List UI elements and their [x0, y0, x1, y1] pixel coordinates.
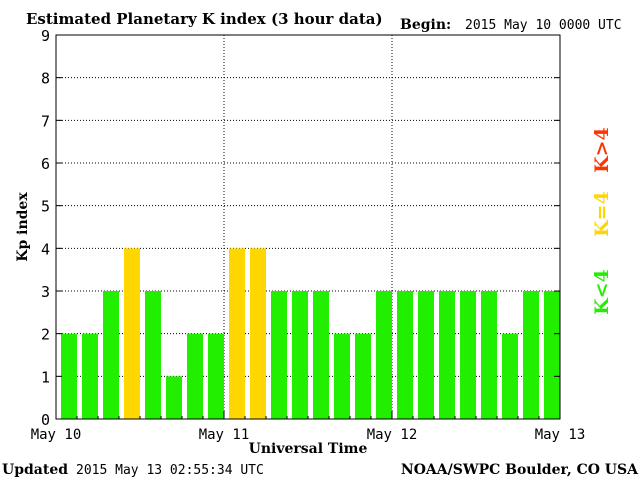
kp-bar — [418, 291, 434, 419]
kp-bar — [334, 333, 350, 419]
kp-bar — [145, 291, 161, 419]
begin-label: Begin: — [400, 17, 451, 33]
kp-bar — [313, 291, 329, 419]
updated-label: Updated — [2, 462, 68, 478]
kp-bar — [208, 333, 224, 419]
legend-k-below-4: K<4 — [591, 269, 613, 315]
kp-bar — [397, 291, 413, 419]
y-tick-label: 5 — [41, 198, 50, 216]
kp-bar — [460, 291, 476, 419]
kp-bar — [292, 291, 308, 419]
y-tick-label: 9 — [41, 27, 50, 45]
source-credit: NOAA/SWPC Boulder, CO USA — [401, 462, 639, 478]
x-tick-label: May 13 — [535, 427, 586, 443]
legend-k-above-4: K>4 — [591, 127, 613, 173]
kp-bar — [355, 333, 371, 419]
kp-bar — [229, 248, 245, 419]
y-tick-label: 1 — [41, 368, 50, 386]
kp-bars — [61, 248, 560, 419]
updated-value: 2015 May 13 02:55:34 UTC — [76, 463, 264, 478]
y-axis-title: Kp index — [15, 192, 31, 262]
kp-bar — [481, 291, 497, 419]
y-tick-label: 0 — [41, 411, 50, 429]
y-tick-label: 4 — [41, 240, 50, 258]
y-tick-label: 2 — [41, 326, 50, 344]
chart-title: Estimated Planetary K index (3 hour data… — [26, 10, 383, 28]
kp-bar — [502, 333, 518, 419]
x-tick-label: May 10 — [31, 427, 82, 443]
kp-bar — [103, 291, 119, 419]
y-axis: 0 1 2 3 4 5 6 7 8 9 — [41, 27, 560, 429]
y-tick-label: 8 — [41, 70, 50, 88]
kp-bar — [250, 248, 266, 419]
kp-bar — [376, 291, 392, 419]
kp-bar — [439, 291, 455, 419]
kp-bar — [187, 333, 203, 419]
kp-bar — [544, 291, 560, 419]
x-tick-label: May 11 — [199, 427, 250, 443]
y-tick-label: 7 — [41, 112, 50, 130]
y-tick-label: 3 — [41, 283, 50, 301]
kp-bar — [82, 333, 98, 419]
x-tick-label: May 12 — [367, 427, 418, 443]
y-tick-label: 6 — [41, 155, 50, 173]
kp-bar — [271, 291, 287, 419]
x-axis-title: Universal Time — [249, 441, 368, 457]
kp-bar — [61, 333, 77, 419]
kp-bar — [166, 376, 182, 419]
kp-bar — [124, 248, 140, 419]
kp-bar — [523, 291, 539, 419]
begin-value: 2015 May 10 0000 UTC — [465, 18, 622, 33]
x-axis: May 10 May 11 May 12 May 13 — [31, 411, 586, 443]
legend-k-equal-4: K=4 — [591, 191, 613, 237]
